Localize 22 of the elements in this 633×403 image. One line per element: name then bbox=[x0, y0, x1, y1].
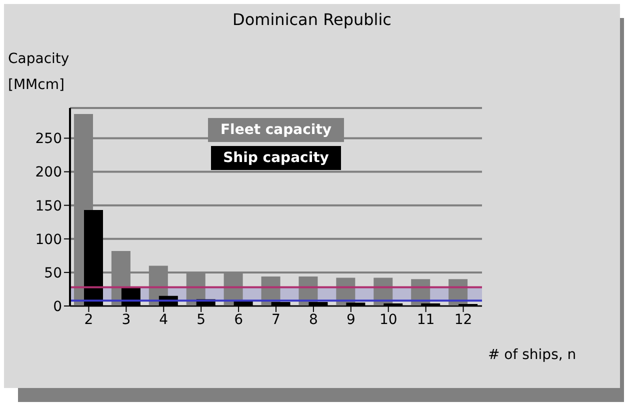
x-tick-label: 7 bbox=[272, 312, 280, 328]
x-tick-label: 11 bbox=[416, 312, 435, 328]
x-tick-label: 4 bbox=[159, 312, 168, 328]
x-tick-label: 6 bbox=[234, 312, 244, 328]
y-axis-title: Capacity [MMcm] bbox=[8, 50, 70, 95]
y-tick-label: 100 bbox=[35, 232, 62, 248]
text: Fleet capacity bbox=[208, 118, 344, 142]
x-tick-label: 2 bbox=[84, 312, 94, 328]
chart-title: Dominican Republic bbox=[232, 10, 392, 29]
text: Ship capacity bbox=[211, 146, 341, 170]
y-tick-label: 150 bbox=[35, 198, 62, 214]
y-tick-label: 250 bbox=[35, 131, 62, 148]
y-tick-label: 50 bbox=[44, 265, 62, 282]
x-axis-title: # of ships, n bbox=[488, 347, 576, 363]
x-tick-label: 9 bbox=[346, 312, 356, 328]
x-tick-label: 10 bbox=[379, 312, 398, 328]
x-tick-label: 3 bbox=[122, 312, 131, 328]
y-tick-label: 200 bbox=[35, 164, 62, 181]
y-tick-label: 0 bbox=[53, 298, 62, 315]
x-tick-label: 8 bbox=[308, 312, 318, 328]
x-tick-label: 5 bbox=[196, 312, 206, 328]
x-tick-label: 12 bbox=[454, 312, 472, 328]
